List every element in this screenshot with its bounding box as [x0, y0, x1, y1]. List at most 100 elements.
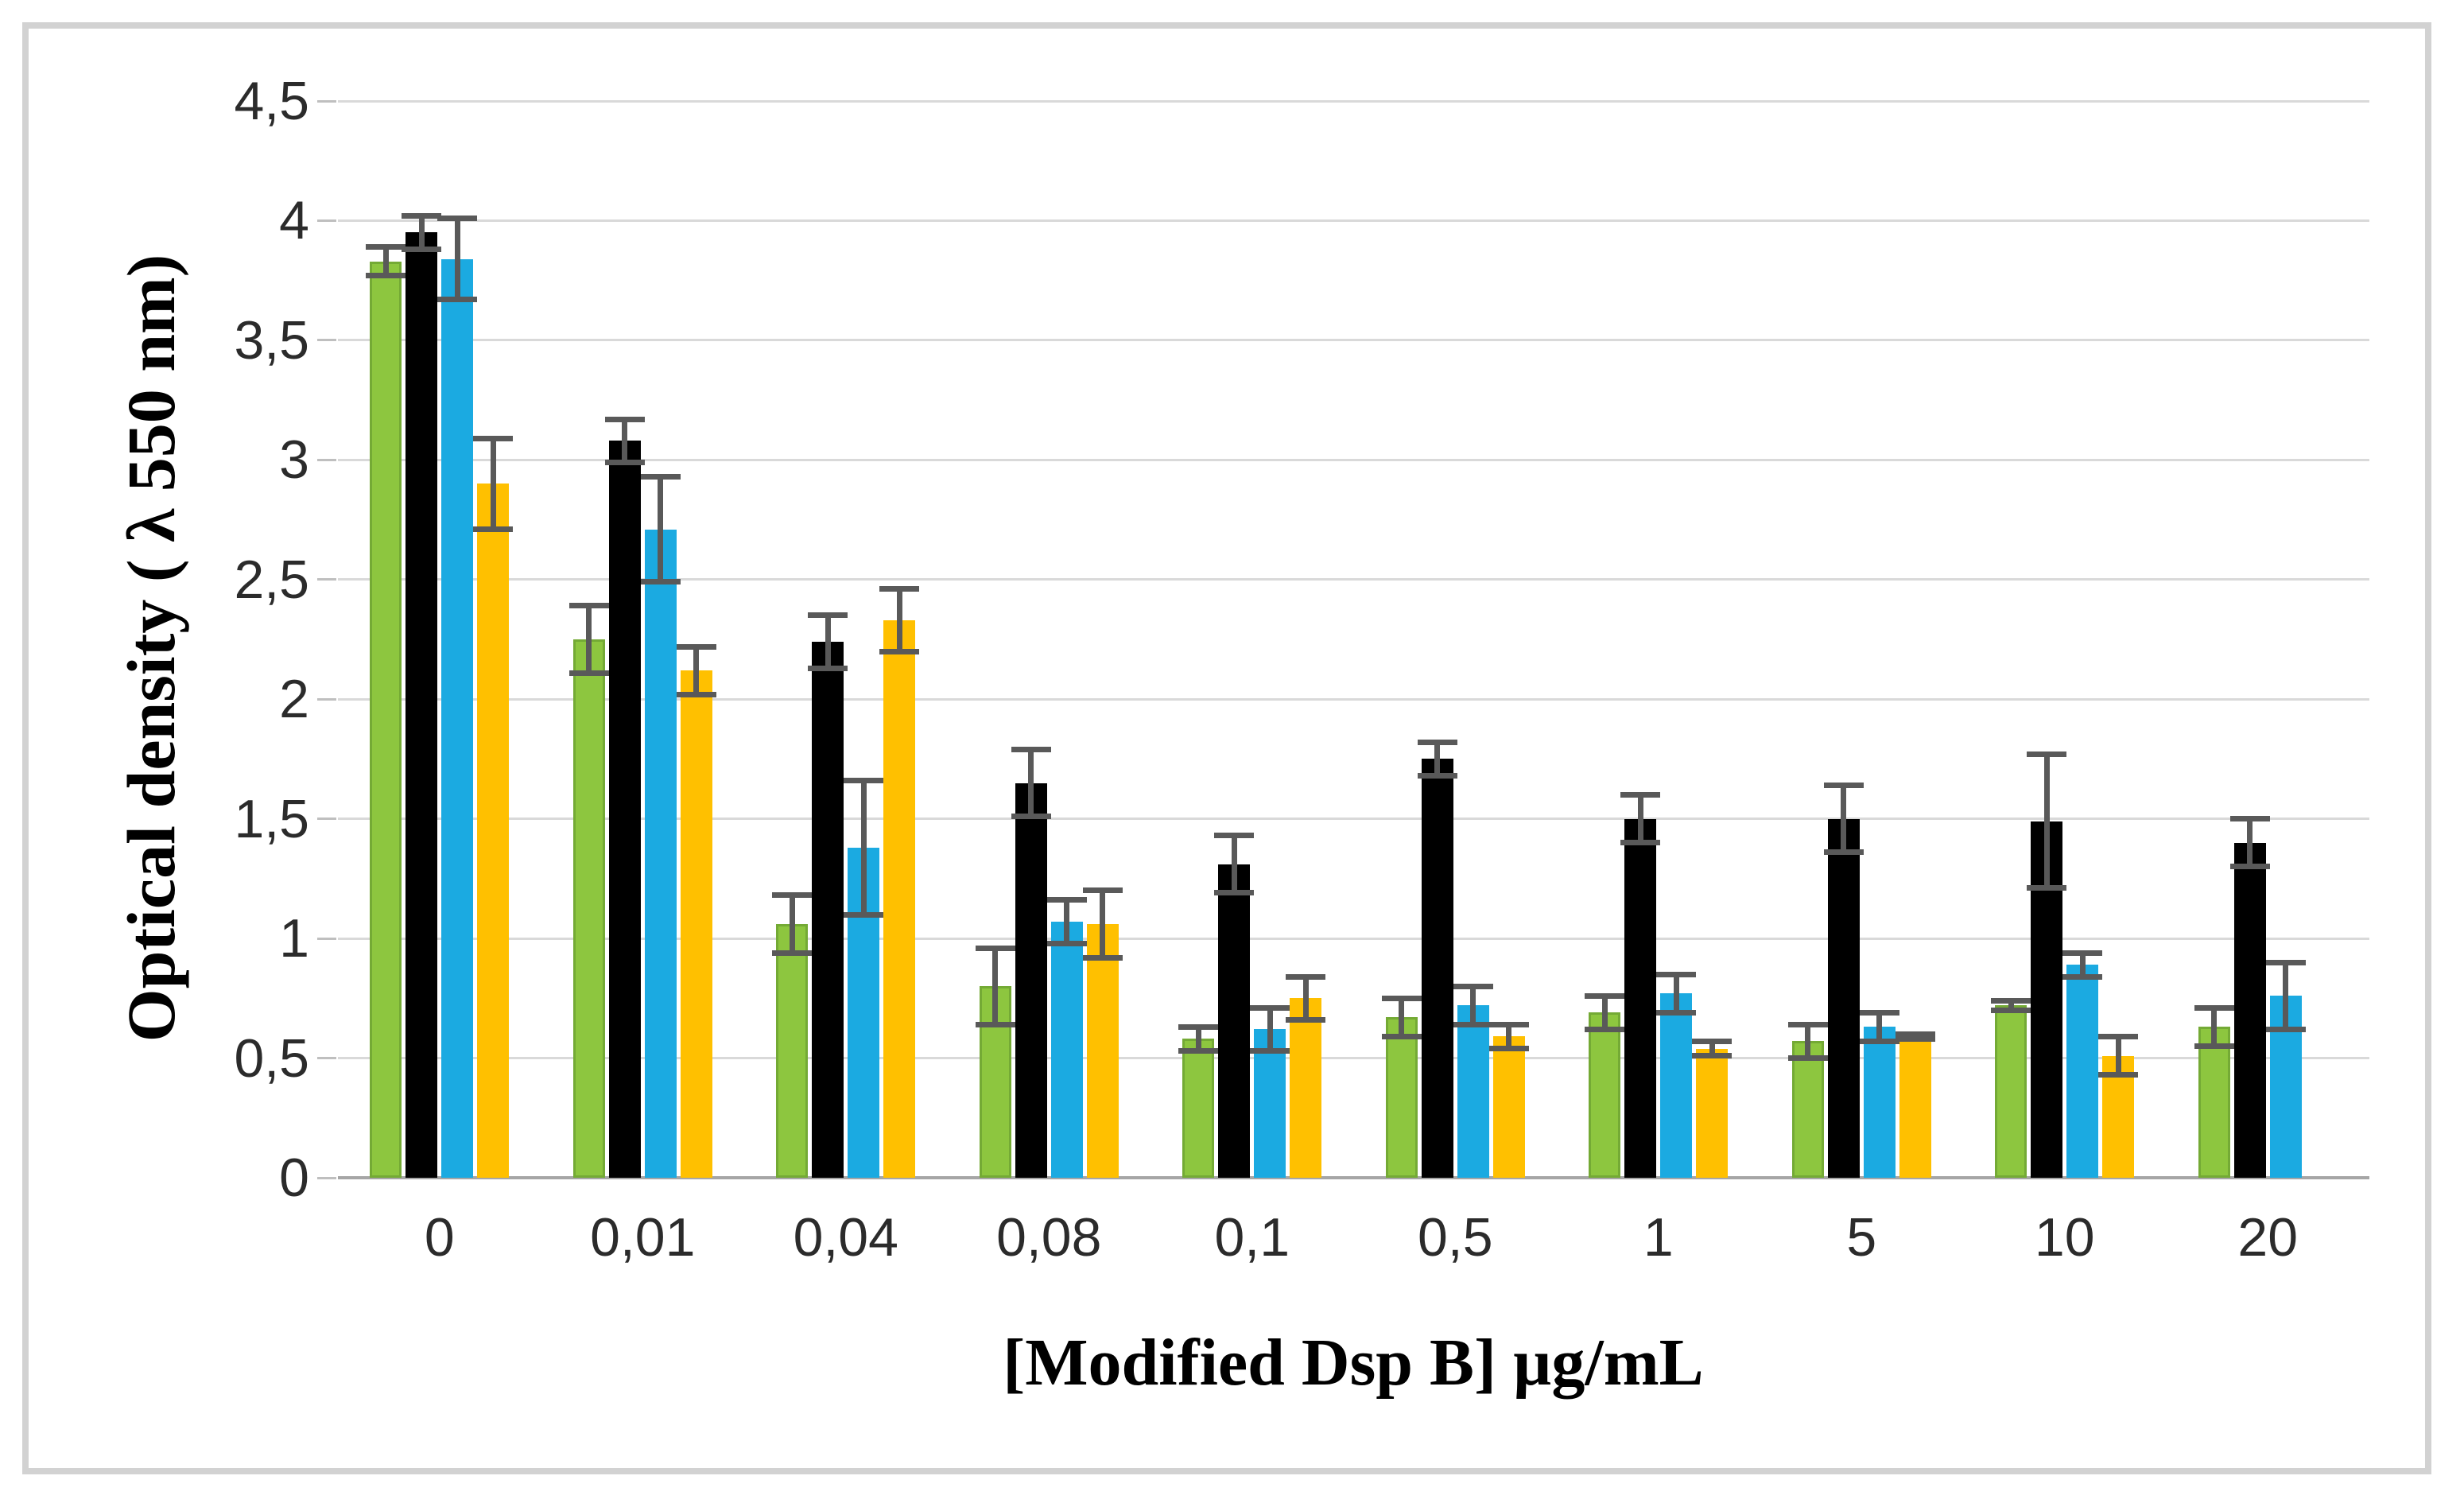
bar-green-5 — [1791, 1041, 1824, 1178]
error-bar-cap-bottom-yellow-0 — [473, 526, 514, 533]
error-bar-cap-bottom-black-0,04 — [808, 665, 848, 671]
error-bar-cap-bottom-yellow-0,5 — [1488, 1046, 1529, 1052]
bar-green-0,04 — [776, 924, 809, 1178]
error-bar-cap-top-black-20 — [2229, 816, 2270, 822]
x-axis-tick-label: 0,1 — [1214, 1207, 1290, 1268]
error-bar-stem-black-0,1 — [1231, 835, 1237, 893]
x-axis-tick-label: 10 — [2034, 1207, 2095, 1268]
error-bar-stem-black-5 — [1841, 785, 1847, 852]
bar-black-20 — [2233, 842, 2266, 1178]
error-bar-cap-bottom-black-20 — [2229, 864, 2270, 870]
bar-yellow-0,1 — [1290, 998, 1322, 1178]
y-axis-tick-mark — [317, 219, 336, 222]
x-axis-tick-label: 5 — [1846, 1207, 1877, 1268]
x-axis-tick-label: 0,04 — [793, 1207, 898, 1268]
bar-black-0,5 — [1421, 759, 1453, 1178]
error-bar-cap-bottom-yellow-0,01 — [676, 691, 716, 697]
error-bar-cap-top-yellow-5 — [1895, 1031, 1935, 1037]
error-bar-cap-bottom-black-5 — [1823, 849, 1864, 856]
gridline — [338, 458, 2369, 461]
error-bar-cap-bottom-blue-0 — [437, 297, 478, 303]
error-bar-cap-top-black-0 — [402, 212, 442, 219]
error-bar-stem-yellow-0,1 — [1302, 977, 1309, 1020]
gridline — [338, 99, 2369, 103]
error-bar-stem-green-0,5 — [1399, 998, 1405, 1037]
bar-black-1 — [1624, 818, 1657, 1178]
error-bar-stem-blue-0,01 — [658, 476, 664, 582]
error-bar-cap-top-blue-0,5 — [1453, 983, 1493, 989]
error-bar-stem-green-0,1 — [1195, 1027, 1201, 1051]
bar-green-1 — [1589, 1012, 1621, 1178]
error-bar-stem-black-0,5 — [1434, 742, 1441, 776]
error-bar-cap-top-black-0,5 — [1417, 739, 1457, 745]
x-axis-tick-label: 0,08 — [996, 1207, 1102, 1268]
error-bar-cap-top-blue-20 — [2265, 959, 2306, 965]
bar-blue-0,5 — [1457, 1005, 1489, 1178]
error-bar-stem-green-0,04 — [789, 895, 795, 953]
gridline — [338, 697, 2369, 701]
bar-yellow-0,04 — [883, 619, 916, 1178]
error-bar-cap-bottom-blue-0,01 — [640, 579, 681, 585]
y-axis-tick-label: 4,5 — [234, 71, 309, 131]
error-bar-cap-bottom-blue-0,5 — [1453, 1021, 1493, 1027]
plot-area — [338, 99, 2369, 1179]
bar-green-10 — [1995, 1005, 2027, 1178]
error-bar-cap-bottom-black-0 — [402, 247, 442, 253]
bar-green-0,01 — [572, 639, 605, 1178]
error-bar-cap-bottom-green-0,04 — [772, 950, 813, 956]
error-bar-stem-yellow-0,08 — [1100, 890, 1106, 958]
error-bar-cap-bottom-blue-1 — [1656, 1009, 1697, 1016]
bar-yellow-0,5 — [1492, 1036, 1525, 1178]
y-axis-tick-mark — [317, 1057, 336, 1060]
error-bar-cap-bottom-green-0,01 — [568, 670, 609, 676]
gridline — [338, 339, 2369, 342]
error-bar-cap-top-blue-0 — [437, 215, 478, 221]
bar-yellow-0,08 — [1086, 924, 1119, 1178]
error-bar-cap-bottom-green-0,1 — [1178, 1048, 1219, 1054]
error-bar-cap-bottom-black-0,01 — [604, 459, 645, 465]
y-axis-tick-label: 1,5 — [234, 788, 309, 849]
bar-black-0,1 — [1218, 864, 1251, 1178]
bar-blue-0,1 — [1254, 1029, 1286, 1178]
error-bar-cap-bottom-green-0 — [366, 273, 406, 279]
error-bar-stem-yellow-1 — [1709, 1041, 1715, 1056]
bar-green-20 — [2198, 1027, 2230, 1178]
error-bar-cap-bottom-green-20 — [2194, 1043, 2234, 1049]
y-axis-tick-label: 2,5 — [234, 549, 309, 610]
bar-black-0 — [405, 232, 438, 1178]
bar-yellow-1 — [1696, 1048, 1729, 1178]
y-axis-tick-label: 3 — [279, 429, 309, 491]
y-axis-tick-label: 3,5 — [234, 309, 309, 371]
bar-blue-10 — [2066, 965, 2099, 1178]
error-bar-cap-bottom-green-0,5 — [1381, 1033, 1422, 1039]
error-bar-cap-top-green-10 — [1991, 997, 2031, 1004]
error-bar-stem-black-0 — [418, 216, 425, 250]
bar-blue-5 — [1863, 1027, 1896, 1178]
error-bar-stem-blue-20 — [2283, 962, 2289, 1030]
error-bar-cap-bottom-green-10 — [1991, 1007, 2031, 1013]
y-axis-tick-mark — [317, 818, 336, 821]
error-bar-cap-bottom-green-5 — [1787, 1055, 1828, 1062]
error-bar-cap-bottom-yellow-0,08 — [1082, 954, 1123, 961]
error-bar-stem-green-0,01 — [586, 605, 592, 674]
y-axis-tick-mark — [317, 339, 336, 342]
error-bar-cap-bottom-blue-20 — [2265, 1026, 2306, 1032]
y-axis-tick-mark — [317, 578, 336, 581]
error-bar-cap-top-blue-1 — [1656, 971, 1697, 977]
x-axis-tick-label: 0 — [424, 1207, 455, 1268]
error-bar-cap-top-yellow-0 — [473, 435, 514, 441]
error-bar-stem-blue-5 — [1876, 1012, 1883, 1042]
y-axis-tick-mark — [317, 458, 336, 461]
error-bar-cap-bottom-black-10 — [2027, 885, 2067, 891]
error-bar-stem-black-1 — [1637, 794, 1643, 843]
error-bar-stem-blue-0,1 — [1267, 1008, 1273, 1051]
y-axis-tick-label: 0 — [279, 1148, 309, 1208]
error-bar-cap-top-black-0,01 — [604, 416, 645, 422]
error-bar-stem-yellow-0,01 — [693, 647, 700, 695]
error-bar-stem-black-0,04 — [825, 615, 831, 669]
error-bar-stem-yellow-0,5 — [1506, 1024, 1512, 1049]
bar-green-0 — [370, 261, 402, 1178]
x-axis-tick-label: 20 — [2237, 1207, 2299, 1268]
error-bar-cap-top-yellow-0,5 — [1488, 1021, 1529, 1027]
